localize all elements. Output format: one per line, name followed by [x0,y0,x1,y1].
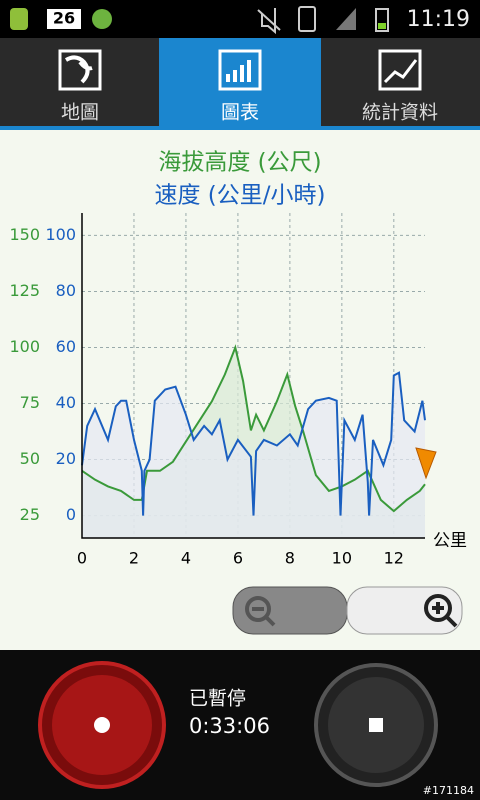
status-text: 已暫停 [189,688,246,710]
tab-selected[interactable] [159,38,321,130]
chart-title: 海拔高度 (公尺) [158,150,321,176]
zoom-controls [232,586,463,635]
x-tick-label: 6 [233,549,243,568]
elapsed-time: 0:33:06 [189,714,270,738]
stop-button[interactable] [314,663,438,787]
tab-underline [0,126,480,130]
tab-icons [58,49,422,91]
tab-label[interactable]: 圖表 [221,102,259,124]
x-tick-label: 2 [129,549,139,568]
y2-tick-label: 100 [45,225,76,244]
record-button[interactable] [38,661,166,789]
y2-tick-label: 20 [56,449,76,468]
series-line [81,371,426,516]
x-axis-label: 公里 [433,531,467,551]
clock: 11:19 [407,7,470,32]
notification-count: 26 [53,9,75,28]
tab-label[interactable]: 地圖 [61,102,99,124]
y2-tick-label: 60 [56,337,76,356]
position-marker [415,447,437,480]
chart-title: 速度 (公里/小時) [154,183,325,209]
zoom-out[interactable] [232,586,348,635]
x-tick-label: 8 [285,549,295,568]
watermark: #171184 [423,784,474,797]
y-tick-label: 125 [9,281,40,300]
axis-line [81,213,425,539]
y2-tick-label: 80 [56,281,76,300]
tab-label[interactable]: 統計資料 [362,102,438,124]
x-tick-label: 12 [384,549,404,568]
x-tick-label: 10 [332,549,352,568]
x-tick-label: 4 [181,549,191,568]
y-tick-label: 75 [20,393,40,412]
x-tick-label: 0 [77,549,87,568]
y-tick-label: 50 [20,449,40,468]
y2-tick-label: 40 [56,393,76,412]
y2-tick-label: 0 [66,505,76,524]
zoom-in[interactable] [346,586,463,635]
plot: 25 50 75 100 125 150 0 20 40 60 80 100 0 2 4 6 8 10 12 [9,213,437,568]
status-icons [10,6,389,35]
y-tick-label: 150 [9,225,40,244]
y-tick-label: 25 [20,505,40,524]
y-tick-label: 100 [9,337,40,356]
